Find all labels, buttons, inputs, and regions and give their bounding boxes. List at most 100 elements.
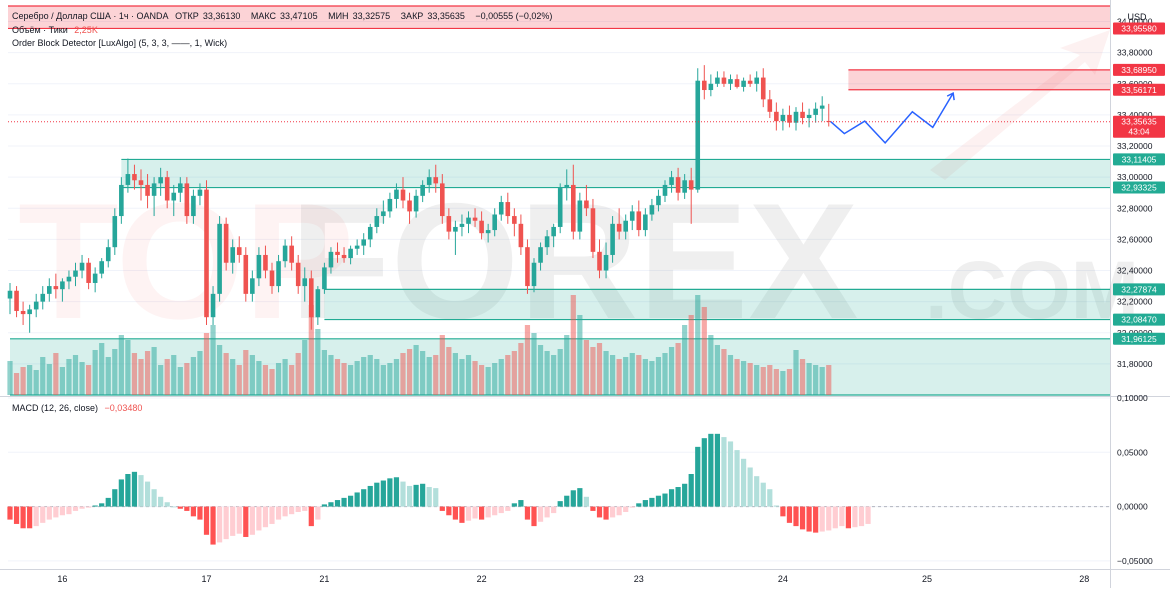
candle	[538, 247, 543, 263]
candle	[472, 217, 478, 221]
currency-label[interactable]: USD	[1127, 12, 1147, 22]
macd-bar	[289, 506, 295, 515]
volume-bar	[819, 367, 825, 395]
macd-bar	[387, 478, 393, 507]
time-tick-label: 16	[57, 574, 67, 584]
macd-bar	[472, 506, 478, 519]
volume-bar	[505, 355, 511, 395]
price-label-badge	[1113, 332, 1165, 345]
candle	[374, 216, 380, 227]
macd-bar	[813, 506, 819, 533]
volume-bar	[603, 351, 609, 395]
symbol-legend[interactable]: Серебро / Доллар США · 1ч · OANDA ОТКР 33…	[12, 10, 556, 22]
candle	[184, 183, 190, 217]
price-label-badge	[1113, 181, 1165, 194]
close-value: ЗАКР 33,35635	[400, 11, 465, 21]
candles	[7, 65, 1110, 333]
symbol-title[interactable]: Серебро / Доллар США · 1ч · OANDA	[12, 11, 169, 21]
volume-bar	[59, 367, 65, 395]
macd-bar	[485, 506, 491, 518]
watermark-arrow	[930, 30, 1110, 180]
volume-bar	[754, 365, 760, 395]
macd-bar	[701, 438, 707, 507]
price-label-text: 31,96125	[1121, 334, 1157, 344]
volume-bar	[642, 359, 648, 395]
macd-bar	[610, 506, 616, 518]
macd-bar	[66, 506, 72, 515]
volume-bar	[439, 335, 445, 395]
volume-bar	[741, 361, 747, 395]
macd-bar	[53, 506, 59, 518]
candle	[315, 289, 321, 318]
volume-bar	[20, 367, 26, 395]
candle	[164, 177, 170, 201]
volume-bar	[721, 349, 727, 395]
volume-bar	[367, 355, 373, 395]
volume-bar	[479, 365, 485, 395]
open-value: ОТКР 33,36130	[175, 11, 241, 21]
macd-bar	[177, 506, 183, 509]
candle	[426, 177, 432, 185]
price-tick-label: 34,00000	[1117, 17, 1153, 27]
order-block-legend[interactable]: Order Block Detector [LuxAlgo] (5, 3, 3,…	[12, 37, 231, 49]
macd-bar	[308, 506, 314, 527]
macd-bar	[695, 446, 701, 507]
macd-bar	[845, 506, 851, 529]
candle	[584, 200, 589, 209]
volume-label[interactable]: Объём · Тики	[12, 25, 68, 35]
volume-bar	[524, 325, 531, 395]
volume-bar	[190, 357, 196, 395]
candle	[806, 114, 812, 119]
candle	[309, 278, 314, 318]
volume-bar	[341, 363, 347, 395]
macd-bar	[262, 506, 269, 528]
volume-bar	[747, 363, 753, 395]
macd-bar	[603, 506, 609, 520]
candle	[178, 183, 183, 193]
macd-bar	[302, 506, 308, 511]
macd-label[interactable]: MACD (12, 26, close)	[12, 403, 99, 413]
candle	[787, 114, 792, 123]
macd-bar	[649, 497, 655, 507]
macd-bar	[537, 506, 544, 522]
candle	[590, 208, 596, 252]
macd-bar	[675, 487, 681, 507]
macd-bar	[714, 433, 720, 507]
time-tick-label: 23	[634, 574, 644, 584]
volume-value: 2,25K	[74, 25, 98, 35]
macd-bar	[86, 506, 92, 508]
volume-bar	[465, 355, 472, 395]
candle	[145, 184, 150, 196]
macd-bar	[459, 506, 465, 523]
macd-bar	[747, 467, 753, 507]
volume-bar	[13, 373, 20, 395]
macd-bar	[13, 506, 20, 524]
order-block-label[interactable]: Order Block Detector [LuxAlgo] (5, 3, 3,…	[12, 38, 228, 48]
volume-bar	[793, 350, 799, 395]
candle	[616, 223, 622, 232]
macd-bar	[79, 506, 85, 509]
volume-legend[interactable]: Объём · Тики 2,25K	[12, 24, 102, 36]
volume-bar	[256, 361, 262, 395]
candle	[715, 77, 720, 84]
volume-bar	[53, 353, 59, 395]
macd-bar	[321, 504, 327, 507]
macd-bar	[380, 480, 386, 507]
macd-legend[interactable]: MACD (12, 26, close) −0,03480	[12, 402, 146, 414]
candle	[66, 276, 72, 282]
macd-bar	[492, 506, 498, 516]
volume-bar	[282, 359, 288, 395]
candle	[204, 189, 209, 318]
volume-bar	[249, 355, 255, 395]
volume-bars	[7, 295, 832, 395]
bullish-order-block	[324, 289, 1110, 320]
candle	[79, 262, 85, 271]
change-value: −0,00555 (−0,02%)	[475, 11, 553, 21]
macd-bar	[393, 477, 400, 507]
projection-path	[830, 92, 954, 145]
macd-bar	[367, 485, 373, 507]
candle	[662, 184, 668, 196]
macd-bar	[275, 506, 282, 520]
volume-bar	[727, 355, 734, 395]
volume-bar	[413, 345, 419, 395]
